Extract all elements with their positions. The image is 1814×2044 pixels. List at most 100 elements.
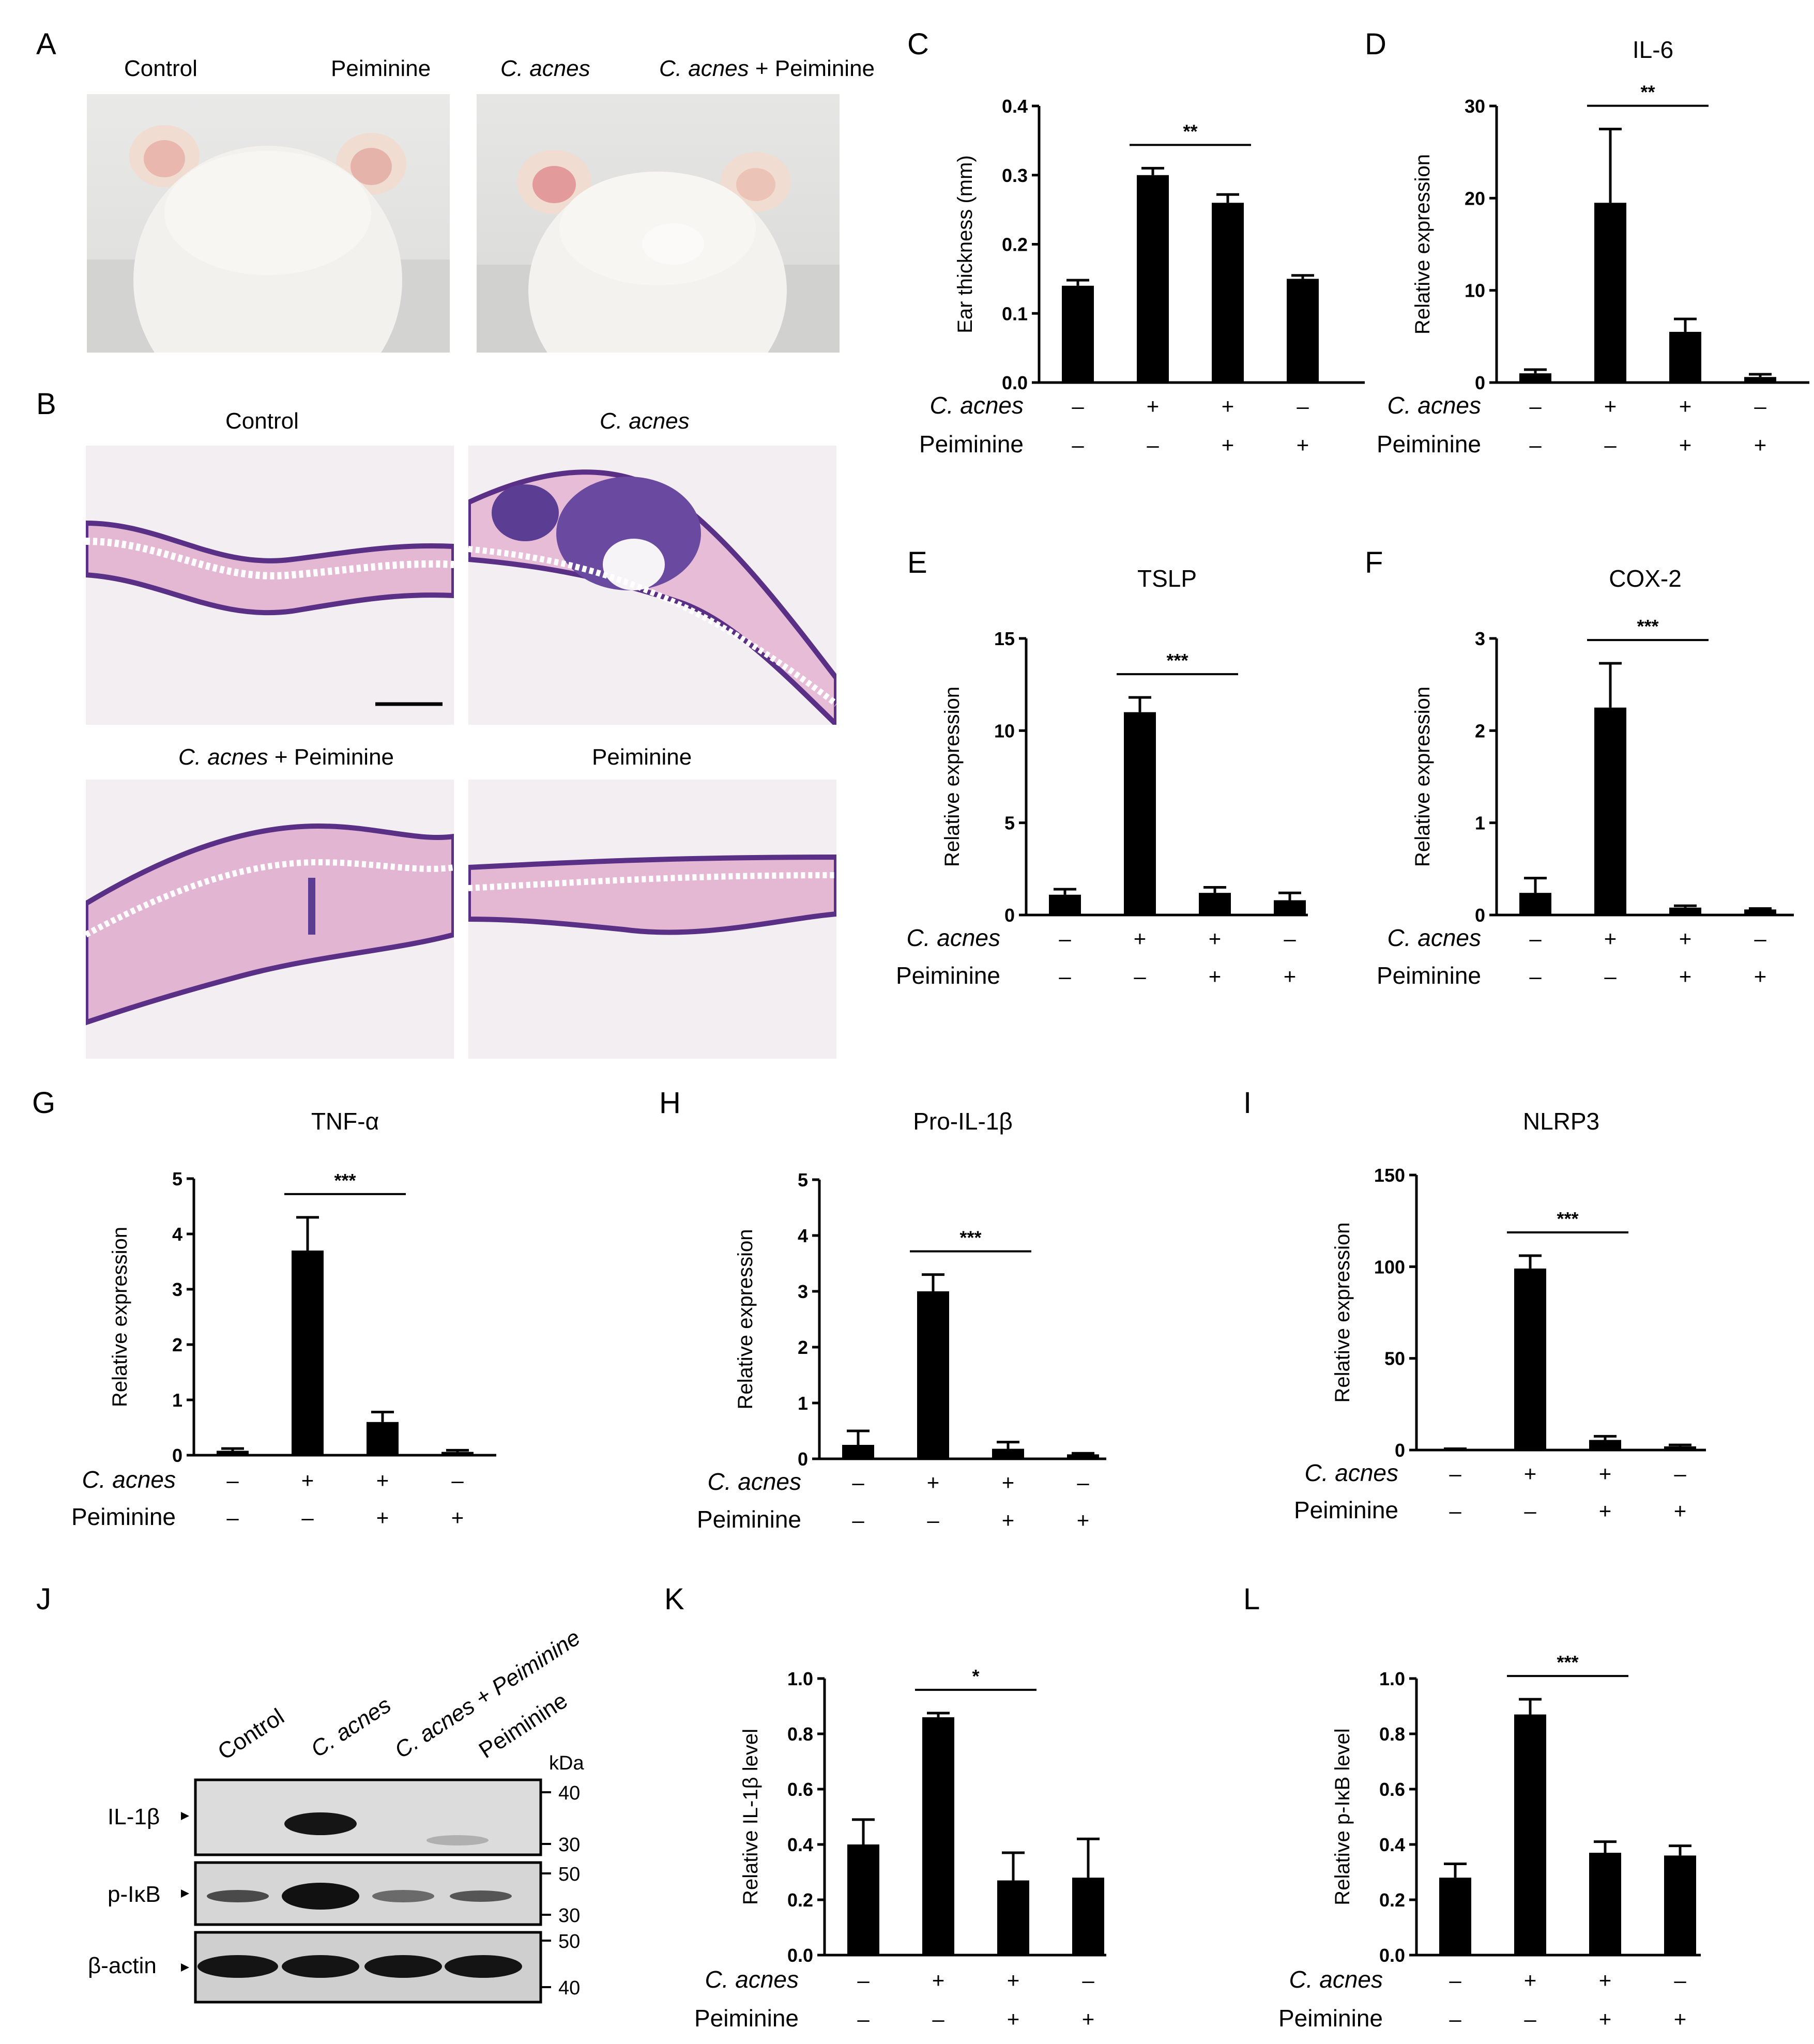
chart-h-row-mark-cacnes: – <box>852 1470 864 1494</box>
chart-c-tick-label: 0.4 <box>1002 96 1028 117</box>
chart-g-row-mark-peiminine: – <box>301 1505 314 1530</box>
chart-f-row-mark-peiminine: + <box>1679 964 1692 988</box>
chart-d-y-label: Relative expression <box>1411 154 1434 334</box>
chart-k-bar <box>1072 1878 1104 1955</box>
chart-c-tick-label: 0.1 <box>1002 303 1028 324</box>
chart-k-row-mark-cacnes: + <box>1007 1968 1020 1992</box>
chart-f-row-mark-cacnes: + <box>1604 926 1617 951</box>
chart-l-row-mark-peiminine: – <box>1524 2007 1536 2031</box>
chart-c-row-mark-cacnes: + <box>1222 394 1234 418</box>
panel-letter-k: K <box>664 1582 684 1616</box>
panel-a-label-peiminine: Peiminine <box>331 56 431 81</box>
chart-f-bar <box>1744 909 1776 915</box>
chart-g-row-label-peiminine: Peiminine <box>71 1503 176 1530</box>
chart-g-row-mark-cacnes: + <box>376 1468 389 1492</box>
panel-letter-i: I <box>1243 1086 1252 1120</box>
chart-d-row-mark-cacnes: – <box>1754 394 1766 418</box>
chart-c-row-label-cacnes: C. acnes <box>929 392 1024 419</box>
chart-h-tick-label: 5 <box>798 1169 808 1191</box>
chart-g-row-mark-cacnes: – <box>451 1468 464 1492</box>
panel-letter-g: G <box>32 1086 56 1120</box>
blot-marker-bactin-bottom: 40 <box>558 1977 581 1999</box>
chart-g-bar <box>292 1250 324 1455</box>
chart-f-row-mark-cacnes: – <box>1529 926 1542 951</box>
chart-h-tick-label: 0 <box>798 1448 808 1470</box>
chart-l-bar <box>1514 1714 1546 1955</box>
chart-c-bar <box>1287 279 1319 383</box>
chart-e-y-label: Relative expression <box>941 687 964 867</box>
chart-e-tick-label: 10 <box>994 720 1015 741</box>
histology-cacnes <box>468 446 836 725</box>
chart-k-tick-label: 0.8 <box>787 1723 813 1745</box>
chart-h-row-mark-cacnes: + <box>1002 1470 1015 1494</box>
chart-i-tick-label: 100 <box>1374 1256 1405 1277</box>
chart-h-bar <box>992 1448 1024 1459</box>
chart-l-bar <box>1589 1853 1621 1955</box>
chart-k-bar <box>922 1717 954 1955</box>
chart-g-row-mark-cacnes: + <box>301 1468 314 1492</box>
chart-h-row-mark-peiminine: – <box>927 1508 939 1532</box>
chart-c-bar <box>1062 285 1094 383</box>
chart-f-row-mark-peiminine: + <box>1754 964 1767 988</box>
chart-d-bar <box>1519 373 1551 383</box>
chart-l-row-mark-cacnes: – <box>1674 1968 1686 1992</box>
chart-l-tick-label: 1.0 <box>1379 1668 1405 1689</box>
chart-c-row-mark-cacnes: + <box>1147 394 1160 418</box>
chart-f-row-mark-cacnes: + <box>1679 926 1692 951</box>
chart-c-row-mark-peiminine: – <box>1147 433 1159 457</box>
chart-i-row-mark-peiminine: – <box>1524 1499 1536 1523</box>
chart-g-tick-label: 3 <box>172 1279 182 1300</box>
chart-e-row-mark-cacnes: – <box>1059 926 1071 951</box>
chart-i-tick-label: 50 <box>1384 1348 1405 1369</box>
chart-c-bar <box>1212 203 1244 383</box>
chart-f-tick-label: 3 <box>1475 628 1485 649</box>
chart-d-row-mark-peiminine: – <box>1529 433 1542 457</box>
chart-g-y-label: Relative expression <box>109 1227 131 1407</box>
chart-d-row-mark-peiminine: – <box>1604 433 1617 457</box>
panel-b-label-control: Control <box>225 408 299 434</box>
chart-h-y-label: Relative expression <box>734 1229 757 1409</box>
chart-k-bar <box>847 1844 879 1955</box>
chart-k-row-mark-cacnes: – <box>1082 1968 1094 1992</box>
chart-d-row-mark-peiminine: + <box>1679 433 1692 457</box>
mouse-photo-right-drawing <box>477 150 840 353</box>
chart-g-tick-label: 5 <box>172 1168 182 1189</box>
histology-cacnes-drawing <box>468 469 836 725</box>
chart-f-tick-label: 2 <box>1475 720 1485 741</box>
chart-d-row-label-cacnes: C. acnes <box>1387 392 1481 419</box>
histology-peiminine-drawing <box>468 854 836 935</box>
chart-k-row-mark-cacnes: – <box>857 1968 870 1992</box>
chart-f-y-label: Relative expression <box>1411 687 1434 867</box>
chart-l-row-mark-cacnes: + <box>1524 1968 1537 1992</box>
chart-e-row-mark-cacnes: – <box>1284 926 1296 951</box>
chart-f-tick-label: 1 <box>1475 813 1485 834</box>
chart-g-title: TNF-α <box>311 1108 379 1135</box>
chart-l-tick-label: 0.6 <box>1379 1779 1405 1800</box>
chart-h-row-mark-cacnes: – <box>1077 1470 1089 1494</box>
chart-l-row-mark-peiminine: – <box>1449 2007 1461 2031</box>
chart-e-bar <box>1124 712 1156 915</box>
chart-f-row-mark-cacnes: – <box>1754 926 1766 951</box>
panel-b-label-peiminine: Peiminine <box>592 744 692 770</box>
chart-g-bar <box>367 1422 399 1455</box>
chart-d-bar <box>1669 331 1701 383</box>
chart-i-y-label: Relative expression <box>1331 1222 1354 1402</box>
panel-b-label-cacnes: C. acnes <box>600 408 690 434</box>
panel-letter-l: L <box>1243 1582 1260 1616</box>
chart-k-tick-label: 0.6 <box>787 1779 813 1800</box>
chart-e-bar <box>1049 894 1081 915</box>
chart-e-row-mark-peiminine: + <box>1209 964 1222 988</box>
chart-l-row-mark-peiminine: + <box>1674 2007 1687 2031</box>
chart-e-bar <box>1274 900 1306 915</box>
chart-h-bar <box>917 1291 949 1459</box>
chart-d-row-label-peiminine: Peiminine <box>1377 431 1481 457</box>
chart-h-row-mark-peiminine: + <box>1077 1508 1090 1532</box>
chart-i-row-mark-peiminine: – <box>1449 1499 1461 1523</box>
chart-h-tick-label: 4 <box>798 1225 808 1246</box>
chart-d-row-mark-peiminine: + <box>1754 433 1767 457</box>
chart-c-y-label: Ear thickness (mm) <box>954 155 977 333</box>
chart-d-bar <box>1744 377 1776 383</box>
chart-d-row-mark-cacnes: + <box>1604 394 1617 418</box>
